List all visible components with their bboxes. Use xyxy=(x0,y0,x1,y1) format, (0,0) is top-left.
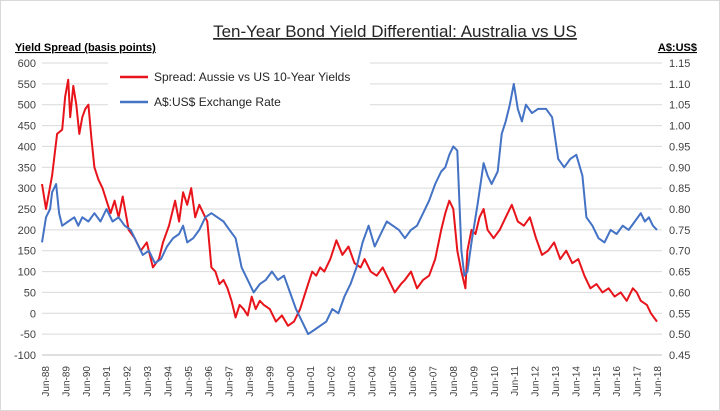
left-tick-label: 500 xyxy=(18,100,36,112)
x-tick-label: Jun-89 xyxy=(61,366,72,397)
x-axis-ticks: Jun-88 Jun-89 Jun-90 Jun-91 Jun-92 Jun-93 Jun-… xyxy=(41,366,664,397)
left-tick-label: 100 xyxy=(18,267,36,279)
left-tick-label: 400 xyxy=(18,141,36,153)
x-tick-label: Jun-15 xyxy=(592,366,603,397)
x-tick-label: Jun-08 xyxy=(449,366,460,397)
left-tick-label: 50 xyxy=(24,287,36,299)
x-tick-label: Jun-17 xyxy=(633,366,644,397)
right-tick-label: 0.45 xyxy=(669,350,690,362)
right-tick-label: 0.65 xyxy=(669,267,690,279)
legend-label-spread: Spread: Aussie vs US 10-Year Yields xyxy=(154,70,350,84)
left-axis-ticks: -100 -50 0 50 100 150 200 250 300 350 400 450 500 550… xyxy=(14,58,36,362)
x-tick-label: Jun-94 xyxy=(163,366,174,397)
right-axis-title: A$:US$ xyxy=(658,42,697,54)
spread-series-line xyxy=(41,78,658,327)
left-tick-label: -100 xyxy=(14,350,36,362)
left-tick-label: 250 xyxy=(18,204,36,216)
right-tick-label: 0.75 xyxy=(669,225,690,237)
legend: Spread: Aussie vs US 10-Year Yields A$:U… xyxy=(108,60,370,118)
x-tick-label: Jun-07 xyxy=(429,366,440,397)
x-tick-label: Jun-04 xyxy=(367,366,378,397)
x-tick-label: Jun-90 xyxy=(82,366,93,397)
series-lines xyxy=(41,78,658,336)
right-axis-ticks: 0.45 0.50 0.55 0.60 0.65 0.70 0.75 0.80 0.85 0.90… xyxy=(669,58,690,362)
x-tick-label: Jun-06 xyxy=(408,366,419,397)
x-tick-label: Jun-97 xyxy=(225,366,236,397)
right-tick-label: 1.00 xyxy=(669,121,690,133)
x-tick-label: Jun-96 xyxy=(204,366,215,397)
left-tick-label: 300 xyxy=(18,183,36,195)
right-tick-label: 0.95 xyxy=(669,141,690,153)
left-axis-title: Yield Spread (basis points) xyxy=(15,42,156,54)
left-tick-label: 600 xyxy=(18,58,36,70)
right-tick-label: 0.70 xyxy=(669,246,690,258)
x-tick-label: Jun-01 xyxy=(306,366,317,397)
left-tick-label: 0 xyxy=(30,308,36,320)
x-tick-label: Jun-95 xyxy=(184,366,195,397)
x-tick-label: Jun-02 xyxy=(327,366,338,397)
legend-label-exchange-rate: A$:US$ Exchange Rate xyxy=(154,95,281,109)
right-tick-label: 0.55 xyxy=(669,308,690,320)
x-tick-label: Jun-88 xyxy=(41,366,52,397)
x-tick-label: Jun-03 xyxy=(347,366,358,397)
exchange-rate-series-line xyxy=(41,82,658,336)
right-tick-label: 0.50 xyxy=(669,329,690,341)
right-tick-label: 0.80 xyxy=(669,204,690,216)
right-tick-label: 0.90 xyxy=(669,162,690,174)
right-tick-label: 0.60 xyxy=(669,287,690,299)
left-tick-label: 550 xyxy=(18,79,36,91)
left-tick-label: 200 xyxy=(18,225,36,237)
chart-title: Ten-Year Bond Yield Differential: Austra… xyxy=(213,22,577,41)
x-tick-label: Jun-16 xyxy=(612,366,623,397)
x-tick-label: Jun-92 xyxy=(123,366,134,397)
x-tick-label: Jun-99 xyxy=(265,366,276,397)
left-tick-label: 450 xyxy=(18,121,36,133)
right-tick-label: 1.15 xyxy=(669,58,690,70)
x-tick-label: Jun-05 xyxy=(388,366,399,397)
x-tick-label: Jun-09 xyxy=(469,366,480,397)
right-tick-label: 1.05 xyxy=(669,100,690,112)
x-tick-label: Jun-91 xyxy=(102,366,113,397)
x-tick-label: Jun-98 xyxy=(245,366,256,397)
x-tick-label: Jun-00 xyxy=(286,366,297,397)
x-tick-label: Jun-14 xyxy=(571,366,582,397)
x-tick-label: Jun-93 xyxy=(143,366,154,397)
left-tick-label: -50 xyxy=(20,329,36,341)
left-tick-label: 150 xyxy=(18,246,36,258)
right-tick-label: 1.10 xyxy=(669,79,690,91)
x-tick-label: Jun-18 xyxy=(653,366,664,397)
x-tick-label: Jun-10 xyxy=(490,366,501,397)
x-tick-label: Jun-13 xyxy=(551,366,562,397)
legend-background xyxy=(108,60,370,118)
x-tick-label: Jun-11 xyxy=(510,366,521,396)
right-tick-label: 0.85 xyxy=(669,183,690,195)
x-tick-label: Jun-12 xyxy=(531,366,542,397)
left-tick-label: 350 xyxy=(18,162,36,174)
